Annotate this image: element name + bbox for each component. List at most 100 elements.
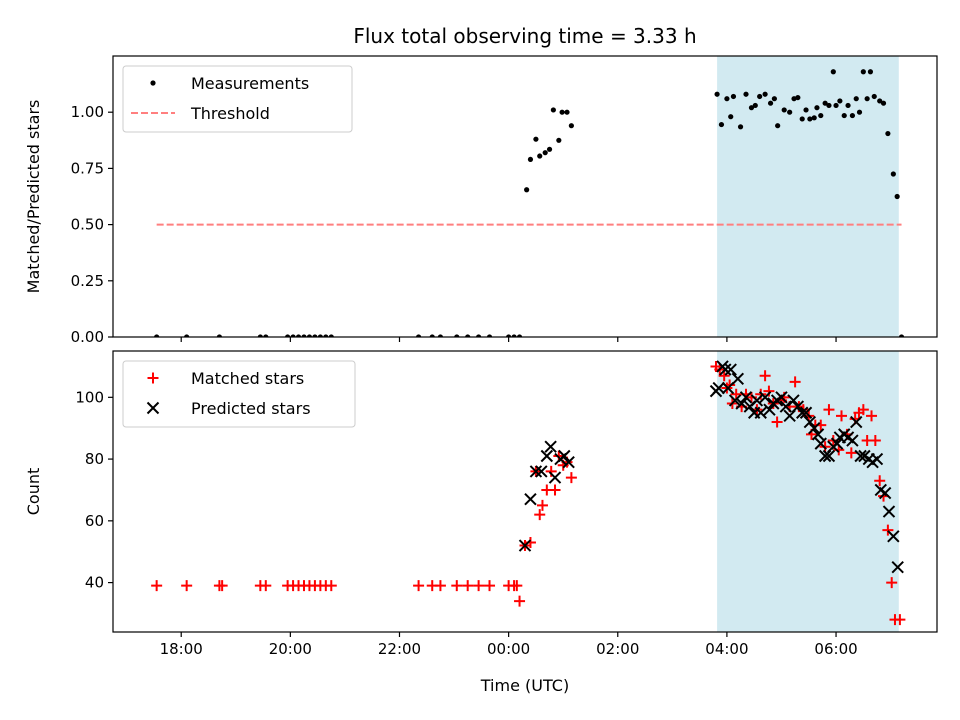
predicted-star-point — [731, 372, 745, 385]
legend-box — [122, 360, 356, 428]
matched-star-point — [718, 370, 730, 382]
measurement-point — [550, 107, 556, 113]
matched-star-point — [730, 388, 742, 400]
measurement-point — [743, 91, 749, 97]
predicted-star-point — [750, 394, 764, 407]
predicted-star-point — [540, 449, 554, 463]
measurement-point — [853, 96, 859, 102]
matched-star-point — [836, 410, 848, 422]
measurement-point — [216, 334, 223, 337]
measurement-point — [803, 107, 809, 113]
measurement-point — [799, 116, 805, 122]
matched-star-point — [434, 580, 446, 592]
measurement-point — [437, 334, 444, 337]
x-axis-label: Time (UTC) — [480, 676, 569, 695]
measurement-point — [546, 146, 553, 152]
matched-star-point — [845, 447, 857, 459]
legend-label: Threshold — [190, 104, 270, 123]
measurement-point — [833, 102, 839, 109]
predicted-star-point — [787, 394, 800, 407]
predicted-star-point — [870, 452, 884, 466]
predicted-star-point — [830, 437, 844, 450]
measurement-point — [295, 334, 302, 337]
x-tick-label: 18:00 — [160, 640, 203, 658]
y-tick-label: 1.00 — [71, 103, 104, 121]
measurement-point — [328, 334, 334, 337]
matched-star-point — [823, 404, 835, 416]
y-tick-label: 80 — [85, 450, 104, 468]
measurement-point — [775, 123, 781, 129]
predicted-star-point — [754, 406, 767, 419]
matched-star-point — [216, 580, 228, 592]
measurement-point — [506, 334, 512, 337]
matched-star-point — [514, 595, 526, 607]
y-axis-label: Count — [24, 468, 43, 516]
y-tick-label: 0.25 — [71, 272, 104, 290]
measurement-point — [556, 137, 562, 143]
measurement-point — [807, 116, 813, 122]
predicted-star-point — [803, 415, 817, 429]
measurement-point — [511, 334, 517, 337]
legend: Measurements Threshold — [122, 65, 353, 133]
predicted-star-point — [535, 465, 548, 478]
predicted-star-point — [796, 406, 809, 419]
axes-frame — [112, 350, 938, 633]
predicted-star-point — [850, 415, 863, 429]
legend-plus-swatch — [147, 372, 159, 384]
predicted-star-point — [548, 471, 562, 484]
predicted-star-point — [808, 421, 821, 435]
predicted-star-point — [739, 391, 753, 404]
predicted-star-point — [524, 493, 537, 506]
measurement-point — [890, 171, 896, 177]
matched-star-point — [882, 524, 894, 536]
measurement-point — [877, 98, 883, 104]
measurement-point — [781, 107, 787, 113]
measurement-point — [533, 136, 539, 142]
predicted-star-point — [791, 400, 805, 413]
predicted-star-point — [775, 391, 788, 404]
predicted-star-point — [721, 381, 735, 395]
predicted-star-point — [735, 397, 748, 410]
observing-window-span — [717, 56, 899, 337]
measurement-point — [290, 334, 296, 337]
measurement-point — [737, 124, 744, 130]
measurement-point — [867, 69, 874, 75]
measurement-point — [184, 334, 190, 337]
legend-dot-swatch — [150, 80, 156, 86]
predicted-star-point — [878, 486, 892, 500]
measurement-point — [771, 96, 777, 102]
measurement-point — [826, 102, 832, 109]
measurement-point — [285, 334, 291, 337]
measurement-point — [885, 130, 891, 137]
measurement-point — [564, 109, 570, 115]
predicted-star-point — [529, 465, 543, 478]
measurement-point — [323, 334, 329, 337]
matched-star-point — [413, 580, 425, 592]
figure-title: Flux total observing time = 3.33 h — [353, 24, 696, 48]
measurement-point — [257, 334, 263, 337]
matched-star-point — [536, 499, 548, 511]
measurement-point — [757, 93, 763, 100]
measurement-point — [880, 100, 887, 106]
predicted-star-point — [799, 406, 813, 419]
measurement-point — [542, 150, 548, 156]
predicted-star-point — [562, 455, 575, 469]
measurement-point — [767, 100, 774, 106]
axes-frame — [112, 55, 938, 338]
matched-star-point — [325, 580, 337, 592]
matched-star-point — [511, 580, 523, 592]
measurement-point — [814, 105, 820, 111]
measurement-point — [811, 115, 817, 121]
matched-star-point — [759, 370, 771, 382]
measurement-point — [841, 112, 847, 119]
predicted-star-point — [712, 381, 725, 395]
measurement-point — [837, 98, 843, 104]
predicted-star-point — [724, 363, 737, 376]
matched-star-point — [874, 475, 886, 487]
legend: Matched stars Predicted stars — [122, 360, 356, 428]
matched-star-point — [565, 472, 577, 484]
predicted-star-point — [887, 530, 900, 543]
measurement-point — [568, 123, 574, 129]
measurement-point — [724, 96, 730, 102]
